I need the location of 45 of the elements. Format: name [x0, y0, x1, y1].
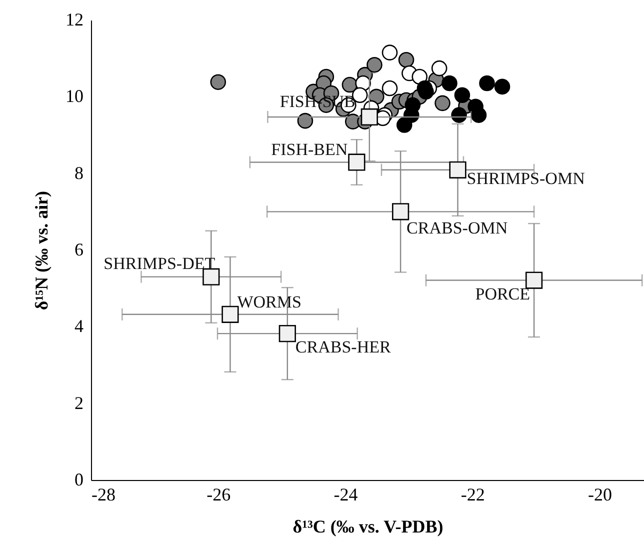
point — [382, 44, 398, 60]
point — [210, 74, 226, 90]
point — [449, 161, 466, 178]
annotation: WORMS — [237, 292, 302, 312]
y-tick-label: 8 — [74, 162, 84, 183]
annotation: CRABS-HER — [295, 338, 392, 357]
point — [525, 272, 543, 289]
point — [431, 60, 448, 76]
point — [348, 154, 366, 171]
point — [434, 95, 450, 112]
annotation: SHRIMPS-DET — [104, 254, 216, 273]
x-tick-label: -22 — [460, 484, 485, 504]
y-tick-label: 4 — [74, 316, 84, 336]
point — [470, 107, 487, 123]
y-tick-label: 10 — [66, 86, 84, 106]
y-tick-label: 2 — [74, 392, 84, 413]
point — [366, 56, 382, 73]
point — [454, 87, 470, 104]
annotation: FISH-BEN — [271, 140, 348, 160]
annotation: CRABS-OMN — [406, 218, 508, 238]
point — [382, 80, 398, 96]
y-tick-label: 12 — [66, 10, 84, 30]
point — [479, 75, 495, 92]
x-tick-label: -28 — [92, 484, 116, 504]
annotation: PORCE — [475, 284, 530, 304]
y-axis-title: δ¹⁵N (‰ vs. air) — [32, 190, 52, 310]
point — [451, 107, 467, 123]
point — [297, 112, 314, 129]
point — [494, 78, 510, 95]
y-tick-label: 0 — [74, 470, 84, 490]
x-axis-title: δ¹³C (‰ vs. V-PDB) — [292, 516, 444, 536]
point — [202, 268, 220, 286]
point — [392, 203, 410, 220]
x-tick-label: -24 — [334, 484, 358, 504]
point — [442, 75, 458, 92]
x-tick-label: -26 — [206, 484, 231, 504]
y-tick-label: 6 — [74, 240, 84, 260]
point — [342, 76, 358, 93]
point — [360, 108, 378, 126]
x-tick-label: -20 — [588, 484, 612, 504]
point — [398, 52, 414, 68]
point — [278, 325, 296, 342]
point — [222, 306, 239, 323]
annotation: SHRIMPS-OMN — [466, 168, 585, 188]
point — [404, 97, 421, 113]
